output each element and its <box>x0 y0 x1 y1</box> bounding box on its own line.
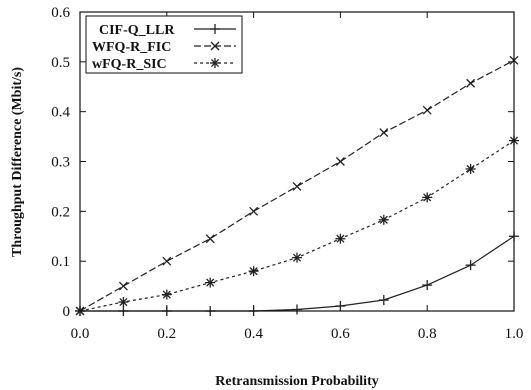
data-point-wfq-r-fic <box>335 157 345 166</box>
data-point-wfq-r-fic <box>379 128 389 138</box>
legend-marker-wfq-r-fic <box>210 41 220 51</box>
plot-frame <box>79 11 515 312</box>
legend-label-cif-q-llr: CIF-Q_LLR <box>99 23 175 38</box>
data-point-wfq-r-sic <box>378 214 389 225</box>
y-axis-label: Throughput Difference (Mbit/s) <box>10 67 25 257</box>
legend-label-wfq-r-fic: WFQ-R_FIC <box>92 40 171 55</box>
y-tick-label: 0.2 <box>51 204 70 220</box>
legend-label-wfq-r-sic: wFQ-R_SIC <box>92 57 167 72</box>
x-tick-label: 0.4 <box>244 326 263 342</box>
data-point-wfq-r-fic <box>205 234 215 244</box>
y-tick-label: 0.6 <box>51 5 70 21</box>
x-tick-label: 1.0 <box>505 326 524 342</box>
data-point-wfq-r-sic <box>422 192 433 203</box>
legend: CIF-Q_LLR WFQ-R_FIC wFQ-R_SIC <box>85 15 243 74</box>
legend-marker-cif-q-llr <box>210 24 220 34</box>
x-axis-label: Retransmission Probability <box>215 374 378 389</box>
data-point-cif-q-llr <box>465 260 476 271</box>
data-point-cif-q-llr <box>335 301 346 312</box>
series-wfq-r-fic <box>75 55 519 316</box>
data-point-wfq-r-fic <box>422 105 432 115</box>
data-point-wfq-r-sic <box>335 233 346 244</box>
data-point-wfq-r-sic <box>465 163 476 174</box>
series-line-wfq-r-sic <box>79 140 515 312</box>
data-point-wfq-r-fic <box>249 206 259 216</box>
series-wfq-r-sic <box>75 135 519 316</box>
data-point-wfq-r-sic <box>118 297 129 308</box>
data-point-wfq-r-sic <box>161 289 172 300</box>
x-tick-label: 0.2 <box>157 326 176 342</box>
data-point-wfq-r-sic <box>205 277 216 288</box>
data-point-cif-q-llr <box>422 280 433 291</box>
y-tick-label: 0.3 <box>51 155 70 171</box>
x-tick-label: 0.0 <box>71 326 90 342</box>
y-tick-label: 0.5 <box>51 55 70 71</box>
data-point-wfq-r-fic <box>118 281 128 291</box>
data-point-cif-q-llr <box>378 295 389 306</box>
y-tick-label: 0.4 <box>51 105 70 121</box>
data-point-wfq-r-fic <box>162 256 172 266</box>
data-point-wfq-r-fic <box>466 78 476 88</box>
x-tick-label: 0.8 <box>418 326 437 342</box>
x-tick-label: 0.6 <box>331 326 350 342</box>
data-point-wfq-r-sic <box>248 266 259 277</box>
y-tick-label: 0 <box>63 304 71 320</box>
legend-swatches <box>194 24 236 68</box>
series-group <box>75 55 519 316</box>
data-point-wfq-r-fic <box>292 181 302 191</box>
series-cif-q-llr <box>75 231 519 316</box>
y-tick-label: 0.1 <box>51 254 70 270</box>
legend-marker-wfq-r-sic <box>210 58 220 68</box>
data-point-cif-q-llr <box>292 304 302 315</box>
data-point-wfq-r-sic <box>292 252 302 263</box>
